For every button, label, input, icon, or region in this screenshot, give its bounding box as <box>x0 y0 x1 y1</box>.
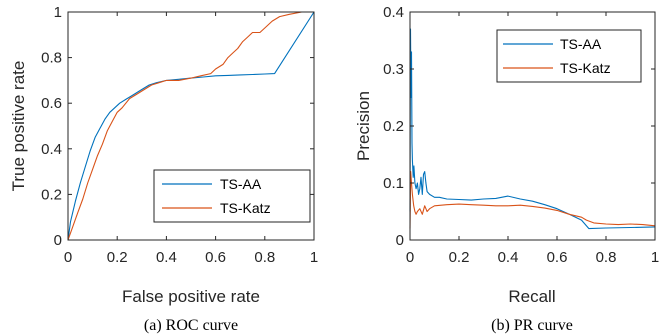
roc-xtick-label: 0.8 <box>254 249 275 266</box>
pr-xtick-label: 0.4 <box>498 249 519 266</box>
roc-series-group <box>67 11 315 241</box>
roc-ticks-group: 0 0.2 0.4 0.6 0.8 1 0 0.2 0.4 0.6 0.8 1 <box>41 4 318 266</box>
roc-ylabel: True positive rate <box>9 61 28 192</box>
pr-legend-label-ts-katz: TS-Katz <box>560 60 611 76</box>
roc-panel: 0 0.2 0.4 0.6 0.8 1 0 0.2 0.4 0.6 0.8 1 False posit… <box>9 4 318 334</box>
roc-legend: TS-AA TS-Katz <box>153 169 311 223</box>
pr-xtick-label: 0.8 <box>596 249 617 266</box>
pr-xtick-label: 0.6 <box>547 249 568 266</box>
roc-xtick-label: 0.4 <box>156 249 177 266</box>
pr-xtick-label: 1 <box>651 249 659 266</box>
roc-ytick-label: 0.6 <box>41 95 62 112</box>
pr-series-ts-aa <box>409 28 656 230</box>
roc-ytick-label: 0 <box>54 232 62 249</box>
roc-ytick-label: 0.2 <box>41 186 62 203</box>
pr-ytick-label: 0.3 <box>383 61 404 78</box>
pr-ticks-group: 0 0.2 0.4 0.6 0.8 1 0 0.1 0.2 0.3 0.4 <box>383 4 659 266</box>
pr-legend-box <box>496 29 642 83</box>
roc-xtick-label: 0.2 <box>107 249 128 266</box>
pr-legend: TS-AA TS-Katz <box>496 29 642 83</box>
pr-panel: 0 0.2 0.4 0.6 0.8 1 0 0.1 0.2 0.3 0.4 Recall Preci… <box>354 4 659 334</box>
roc-xtick-label: 1 <box>310 249 318 266</box>
roc-xlabel: False positive rate <box>122 287 260 306</box>
roc-xtick-label: 0 <box>64 249 72 266</box>
pr-legend-label-ts-aa: TS-AA <box>560 36 602 52</box>
pr-xlabel: Recall <box>508 287 555 306</box>
pr-ytick-label: 0.4 <box>383 4 404 21</box>
roc-caption: (a) ROC curve <box>144 317 238 334</box>
roc-axes-frame <box>67 11 315 241</box>
pr-ylabel: Precision <box>354 91 373 161</box>
roc-ytick-label: 0.4 <box>41 141 62 158</box>
pr-xtick-label: 0.2 <box>449 249 470 266</box>
roc-legend-label-ts-aa: TS-AA <box>220 176 262 192</box>
roc-ytick-label: 0.8 <box>41 50 62 67</box>
pr-series-ts-katz <box>409 171 656 229</box>
roc-legend-label-ts-katz: TS-Katz <box>220 200 271 216</box>
roc-ytick-label: 1 <box>54 4 62 21</box>
roc-series-ts-katz <box>67 11 314 241</box>
pr-xtick-label: 0 <box>406 249 414 266</box>
roc-legend-box <box>153 169 311 223</box>
pr-ytick-label: 0.1 <box>383 175 404 192</box>
roc-xtick-label: 0.6 <box>205 249 226 266</box>
pr-ytick-label: 0 <box>396 232 404 249</box>
roc-series-ts-aa <box>67 11 315 241</box>
pr-caption: (b) PR curve <box>491 317 573 334</box>
pr-ytick-label: 0.2 <box>383 118 404 135</box>
pr-series-group <box>409 28 656 230</box>
